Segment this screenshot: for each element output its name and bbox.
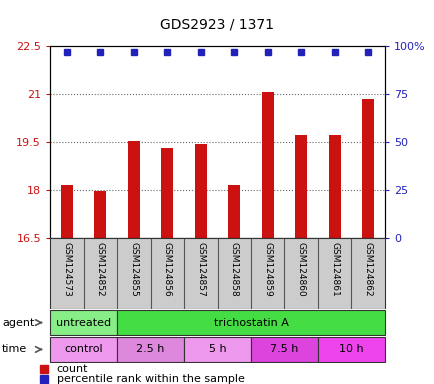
Text: untreated: untreated — [56, 318, 111, 328]
Text: 5 h: 5 h — [208, 344, 226, 354]
Bar — [328, 135, 340, 238]
Text: GSM124859: GSM124859 — [263, 242, 272, 296]
Text: GDS2923 / 1371: GDS2923 / 1371 — [160, 18, 274, 32]
Text: count: count — [56, 364, 88, 374]
Bar — [128, 141, 139, 238]
Text: GSM124856: GSM124856 — [162, 242, 171, 296]
Bar — [228, 185, 240, 238]
Text: GSM124857: GSM124857 — [196, 242, 205, 296]
Bar — [94, 191, 106, 238]
Text: percentile rank within the sample: percentile rank within the sample — [56, 374, 244, 384]
Text: 10 h: 10 h — [339, 344, 363, 354]
Text: 7.5 h: 7.5 h — [270, 344, 298, 354]
Bar — [261, 93, 273, 238]
Bar — [117, 310, 384, 334]
Bar — [50, 337, 117, 362]
Text: agent: agent — [2, 318, 34, 328]
Bar — [194, 144, 206, 238]
Bar — [117, 337, 184, 362]
Bar — [295, 135, 306, 238]
Text: trichostatin A: trichostatin A — [213, 318, 288, 328]
Bar — [161, 148, 173, 238]
Text: GSM124860: GSM124860 — [296, 242, 305, 296]
Text: 2.5 h: 2.5 h — [136, 344, 164, 354]
Text: GSM124573: GSM124573 — [62, 242, 71, 296]
Text: GSM124855: GSM124855 — [129, 242, 138, 296]
Bar — [50, 310, 117, 334]
Bar — [61, 185, 72, 238]
Bar — [250, 337, 317, 362]
Text: GSM124858: GSM124858 — [229, 242, 238, 296]
Text: time: time — [2, 344, 27, 354]
Bar — [317, 337, 384, 362]
Text: GSM124861: GSM124861 — [329, 242, 339, 296]
Text: control: control — [64, 344, 102, 354]
Bar — [184, 337, 250, 362]
Bar — [362, 99, 373, 238]
Text: GSM124862: GSM124862 — [363, 242, 372, 296]
Text: GSM124852: GSM124852 — [95, 242, 105, 296]
